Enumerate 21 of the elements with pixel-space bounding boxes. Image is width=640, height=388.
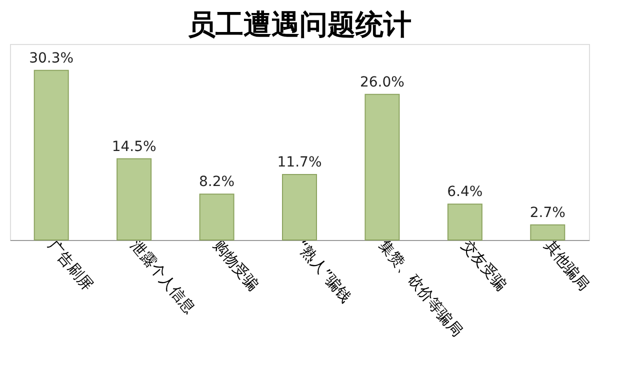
- x-tick-label: 泄露个人信息: [127, 236, 199, 318]
- x-tick-label: 其他骗局: [540, 236, 594, 294]
- data-label: 26.0%: [360, 74, 404, 90]
- data-label: 30.3%: [29, 50, 74, 66]
- data-label: 11.7%: [277, 154, 322, 170]
- bar: [34, 70, 69, 240]
- bar: [364, 94, 400, 240]
- bar: [282, 174, 317, 240]
- data-label: 6.4%: [447, 184, 483, 200]
- bar: [447, 204, 482, 240]
- bar: [530, 224, 566, 240]
- chart-title: 员工遭遇问题统计: [188, 8, 412, 41]
- bar: [116, 158, 152, 240]
- data-label: 2.7%: [530, 204, 566, 221]
- x-tick-label: “熟人”骗钱: [292, 236, 355, 306]
- x-tick-label: 交友受骗: [458, 236, 510, 294]
- data-label: 8.2%: [198, 174, 235, 190]
- bar: [199, 194, 234, 240]
- x-tick-label: 广告刷屏: [44, 236, 97, 294]
- data-label: 14.5%: [112, 138, 156, 155]
- x-tick-label: 购物受骗: [210, 236, 262, 294]
